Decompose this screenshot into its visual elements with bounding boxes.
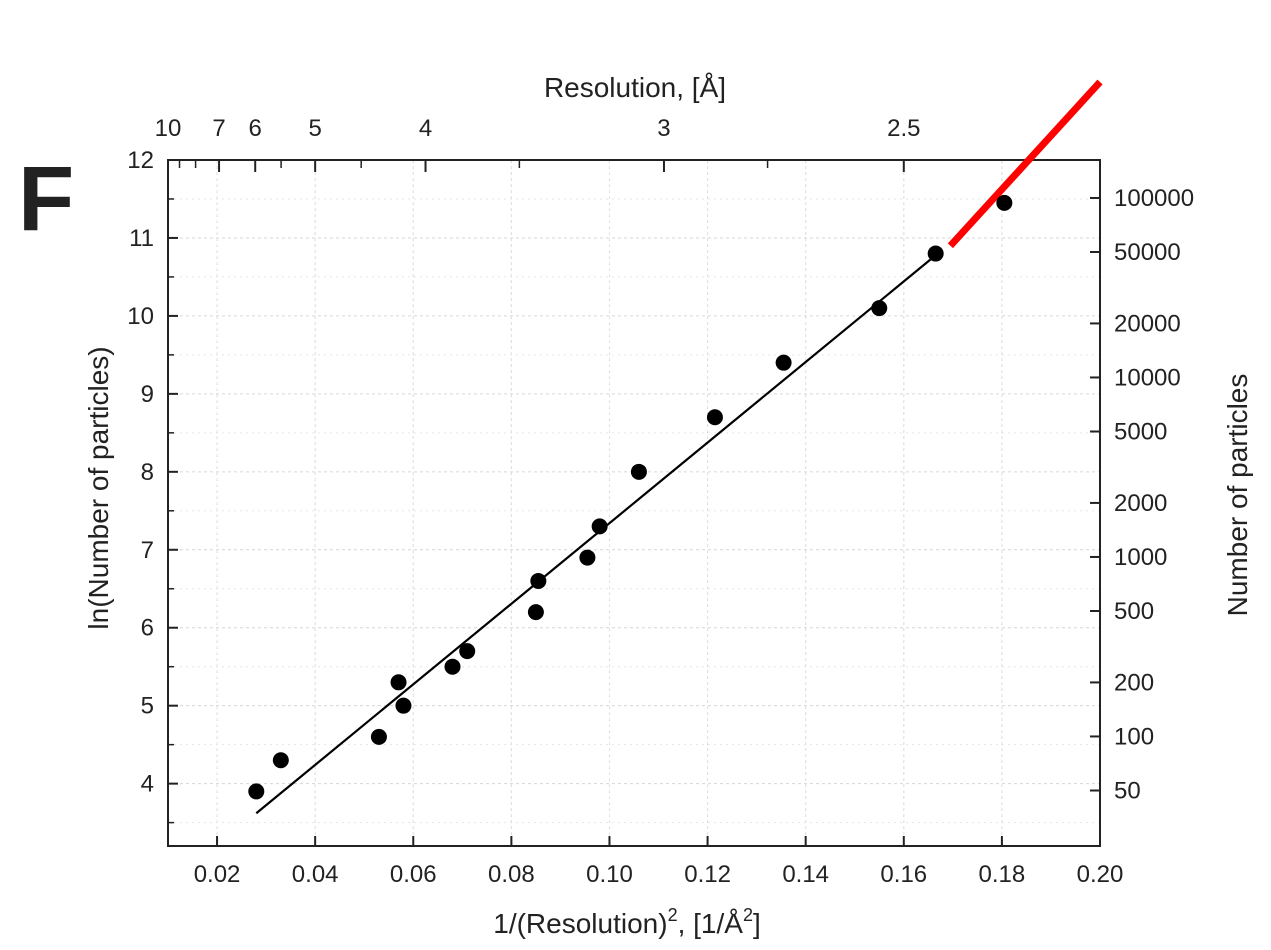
y-tick-label: 8 (141, 459, 154, 486)
right-tick-label: 1000 (1114, 544, 1167, 571)
panel-label: F (18, 148, 74, 250)
right-tick-label: 50000 (1114, 239, 1181, 266)
extrapolation-line (947, 79, 1103, 249)
data-point (579, 549, 596, 566)
right-tick-label: 100000 (1114, 185, 1194, 212)
data-point (272, 752, 289, 769)
y-tick-label: 4 (141, 771, 154, 798)
data-point (444, 658, 461, 675)
right-axis-title: Number of particles (1222, 374, 1253, 617)
right-tick-label: 5000 (1114, 419, 1167, 446)
right-tick-label: 2000 (1114, 490, 1167, 517)
top-tick-label: 3 (657, 115, 670, 142)
data-point (996, 194, 1013, 211)
x-tick-label: 0.08 (488, 861, 535, 888)
data-point (390, 674, 407, 691)
x-tick-label: 0.12 (684, 861, 731, 888)
data-point (591, 518, 608, 535)
right-tick-label: 20000 (1114, 310, 1181, 337)
x-tick-label: 0.04 (292, 861, 339, 888)
x-axis-title-main: 1/(Resolution) (493, 908, 667, 939)
data-points (248, 194, 1013, 800)
right-tick-label: 50 (1114, 777, 1141, 804)
data-point (630, 463, 647, 480)
y-tick-label: 10 (127, 303, 154, 330)
x-tick-label: 0.14 (782, 861, 829, 888)
right-tick-label: 10000 (1114, 364, 1181, 391)
data-point (395, 697, 412, 714)
x-tick-label: 0.18 (979, 861, 1026, 888)
x-axis-title-end: ] (753, 908, 761, 939)
x-axis-title: 1/(Resolution)2, [1/Å2] (493, 905, 761, 939)
x-tick-label: 0.06 (390, 861, 437, 888)
y-tick-label: 11 (129, 225, 154, 252)
right-tick-label: 500 (1114, 598, 1154, 625)
data-point (530, 572, 547, 589)
data-point (527, 604, 544, 621)
data-point (459, 643, 476, 660)
trend-lines (255, 79, 1103, 815)
top-axis-title: Resolution, [Å] (544, 72, 726, 103)
data-point (871, 300, 888, 317)
top-tick-label: 5 (308, 115, 321, 142)
top-tick-label: 2.5 (887, 115, 920, 142)
top-tick-label: 10 (155, 115, 182, 142)
top-tick-label: 4 (419, 115, 432, 142)
right-tick-label: 100 (1114, 723, 1154, 750)
x-axis-title-sup: 2 (668, 905, 678, 925)
y-tick-label: 12 (127, 147, 154, 174)
grid (168, 160, 1100, 846)
tick-labels: 0.02 0.04 0.06 0.08 0.10 0.12 0.14 0.16 0.18 0.20… (127, 115, 1194, 888)
right-tick-label: 200 (1114, 669, 1154, 696)
y-tick-label: 5 (141, 693, 154, 720)
data-point (706, 409, 723, 426)
data-point (775, 354, 792, 371)
data-point (370, 728, 387, 745)
x-axis-title-tail: , [1/Å (678, 908, 744, 939)
top-tick-label: 7 (212, 115, 225, 142)
y-tick-label: 6 (141, 615, 154, 642)
x-tick-label: 0.02 (194, 861, 241, 888)
y-tick-label: 7 (141, 537, 154, 564)
data-point (927, 245, 944, 262)
x-tick-label: 0.16 (880, 861, 927, 888)
y-axis-title: ln(Number of particles) (83, 346, 114, 629)
x-tick-label: 0.20 (1077, 861, 1124, 888)
x-tick-label: 0.10 (586, 861, 633, 888)
top-tick-label: 6 (249, 115, 262, 142)
axis-ticks (167, 159, 1101, 846)
data-point (248, 783, 265, 800)
y-tick-label: 9 (141, 381, 154, 408)
x-axis-title-tail-sup: 2 (743, 905, 753, 925)
